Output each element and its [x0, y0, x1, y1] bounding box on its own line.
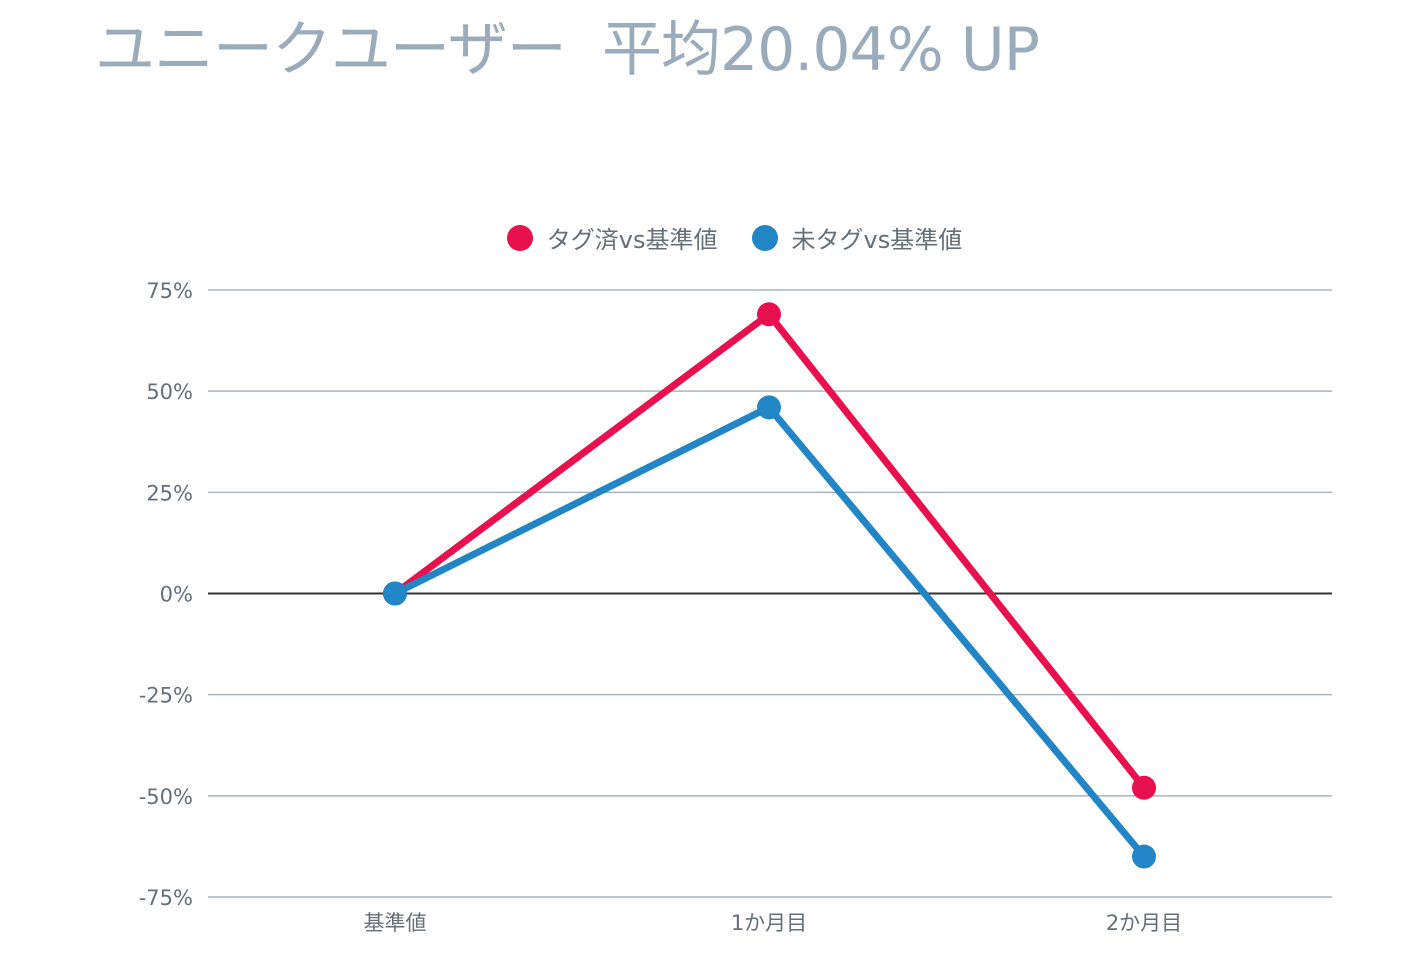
data-point-s0-2[interactable] — [1132, 775, 1156, 800]
chart-legend: タグ済vs基準値 未タグvs基準値 — [0, 220, 1409, 255]
y-tick-label: -25% — [139, 684, 193, 708]
data-point-s1-1[interactable] — [757, 395, 781, 420]
legend-marker-tagged — [506, 224, 533, 251]
x-axis-tick-labels: 基準値 1か月目 2か月目 — [364, 911, 1183, 935]
series-group — [383, 302, 1156, 869]
y-tick-label: 75% — [146, 279, 193, 303]
series-line-1 — [391, 403, 1148, 861]
data-point-s1-2[interactable] — [1132, 844, 1156, 869]
legend-item-tagged[interactable]: タグ済vs基準値 — [506, 220, 718, 255]
page-title: ユニークユーザー 平均20.04% UP — [95, 15, 1040, 85]
legend-marker-untagged — [751, 224, 778, 251]
y-tick-label: 0% — [160, 583, 193, 607]
x-tick-label: 基準値 — [364, 911, 427, 935]
y-tick-label: -50% — [139, 785, 193, 809]
grid-lines — [208, 289, 1332, 898]
legend-label-tagged: タグ済vs基準値 — [546, 226, 718, 254]
legend-label-untagged: 未タグvs基準値 — [791, 226, 963, 254]
x-tick-label: 2か月目 — [1106, 911, 1182, 935]
x-tick-label: 1か月目 — [731, 911, 807, 935]
data-point-s1-0[interactable] — [383, 581, 407, 606]
data-point-s0-1[interactable] — [757, 302, 781, 327]
y-axis-tick-labels: 75% 50% 25% 0% -25% -50% -75% — [139, 279, 193, 910]
y-tick-label: 50% — [146, 380, 193, 404]
y-tick-label: 25% — [146, 481, 193, 505]
y-tick-label: -75% — [139, 886, 193, 910]
legend-item-untagged[interactable]: 未タグvs基準値 — [751, 220, 963, 255]
